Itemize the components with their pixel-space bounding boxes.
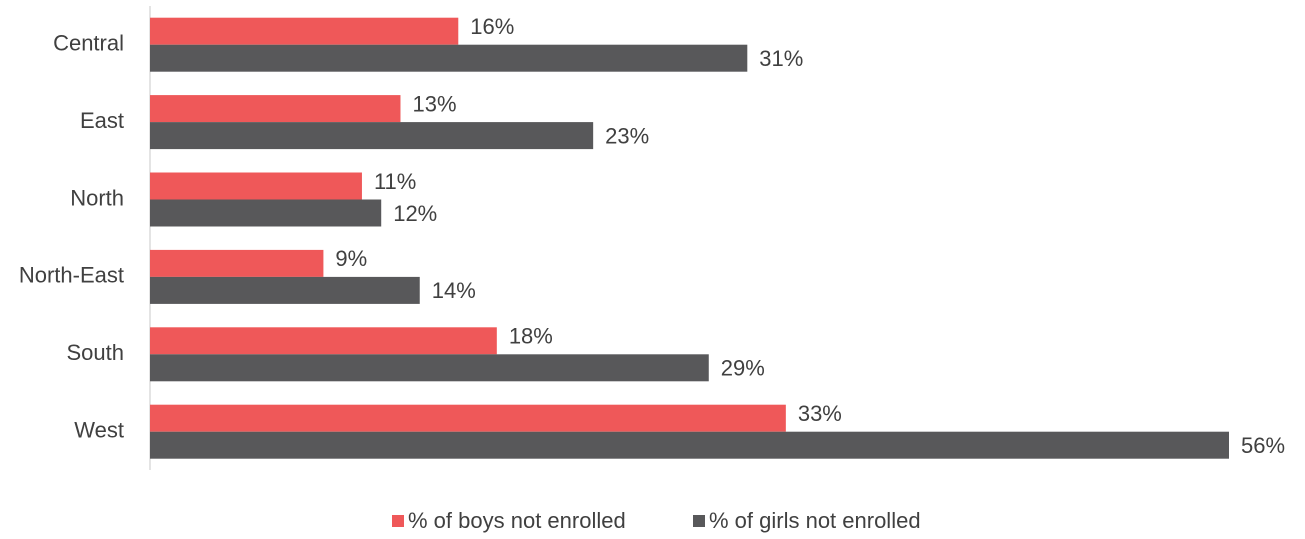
data-label: 9% (335, 246, 367, 271)
data-label: 23% (605, 123, 649, 148)
bar (150, 431, 1229, 459)
data-label: 14% (432, 278, 476, 303)
bar (150, 327, 497, 355)
bar (150, 404, 786, 432)
data-label: 16% (470, 14, 514, 39)
data-label: 12% (393, 201, 437, 226)
y-tick-label: East (80, 108, 124, 133)
y-tick-label: North-East (19, 263, 124, 288)
data-label: 31% (759, 46, 803, 71)
data-label: 11% (374, 169, 416, 194)
bar (150, 249, 324, 277)
legend-swatch (693, 515, 705, 527)
data-label: 56% (1241, 433, 1285, 458)
data-label: 33% (798, 401, 842, 426)
y-tick-label: West (74, 418, 124, 443)
bar (150, 354, 709, 382)
y-tick-label: South (67, 340, 125, 365)
bar (150, 122, 594, 150)
legend-label: % of girls not enrolled (709, 508, 921, 533)
bar (150, 276, 420, 304)
data-label: 29% (721, 356, 765, 381)
y-tick-label: North (70, 185, 124, 210)
bar (150, 44, 748, 72)
bar (150, 199, 382, 227)
bar (150, 95, 401, 123)
y-tick-label: Central (53, 31, 124, 56)
data-label: 18% (509, 324, 553, 349)
bar (150, 17, 459, 45)
legend-label: % of boys not enrolled (408, 508, 626, 533)
legend-swatch (392, 515, 404, 527)
bar (150, 172, 362, 200)
data-label: 13% (412, 91, 456, 116)
